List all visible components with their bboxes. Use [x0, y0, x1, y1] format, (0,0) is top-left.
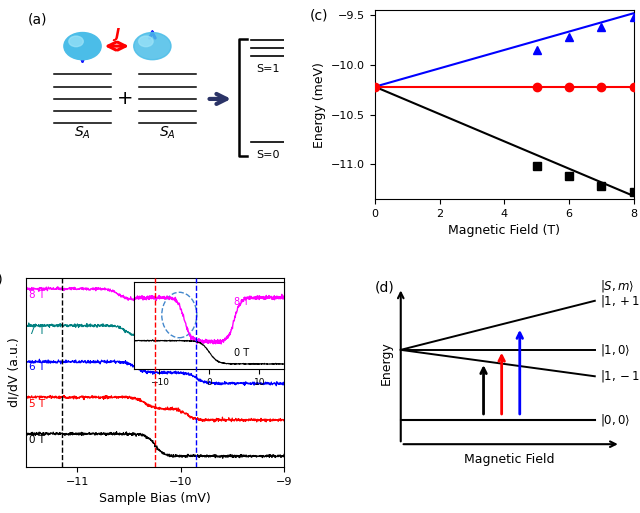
Circle shape [139, 36, 153, 47]
Text: (b): (b) [0, 272, 4, 286]
Text: Magnetic Field: Magnetic Field [464, 453, 555, 466]
Text: (a): (a) [28, 12, 48, 26]
Text: $S_A$: $S_A$ [159, 125, 176, 141]
Text: +: + [117, 89, 134, 108]
Text: S=1: S=1 [256, 64, 279, 74]
Text: 5 T: 5 T [29, 399, 45, 409]
Text: $|1,+1\rangle$: $|1,+1\rangle$ [600, 293, 640, 309]
X-axis label: Magnetic Field (T): Magnetic Field (T) [448, 224, 560, 237]
Text: 7 T: 7 T [29, 326, 45, 336]
Text: $|1,0\rangle$: $|1,0\rangle$ [600, 342, 630, 358]
Circle shape [134, 32, 171, 60]
Circle shape [64, 32, 101, 60]
Text: (c): (c) [310, 8, 329, 23]
Text: $|1,-1\rangle$: $|1,-1\rangle$ [600, 368, 640, 384]
Text: 0 T: 0 T [29, 435, 45, 445]
Text: $|0,0\rangle$: $|0,0\rangle$ [600, 411, 630, 428]
Text: S=0: S=0 [256, 150, 279, 160]
Circle shape [69, 36, 83, 47]
X-axis label: Sample Bias (mV): Sample Bias (mV) [99, 492, 211, 505]
Y-axis label: dI/dV (a.u.): dI/dV (a.u.) [7, 338, 20, 407]
Text: $S_A$: $S_A$ [74, 125, 91, 141]
Text: 6 T: 6 T [29, 362, 45, 372]
Y-axis label: Energy (meV): Energy (meV) [312, 62, 326, 148]
Text: J: J [115, 27, 120, 41]
Text: $|S,m\rangle$: $|S,m\rangle$ [600, 278, 634, 294]
Text: (d): (d) [375, 280, 395, 294]
Text: Energy: Energy [380, 341, 393, 385]
Text: 8 T: 8 T [29, 290, 45, 300]
